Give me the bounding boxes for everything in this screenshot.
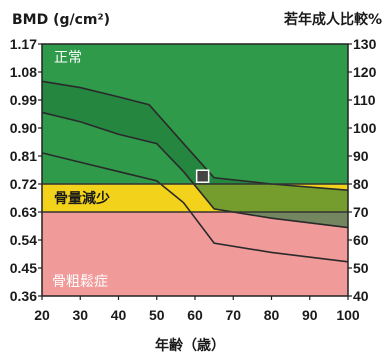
right-tick-label: 120	[353, 64, 377, 80]
right-tick-label: 80	[353, 176, 369, 192]
right-tick-label: 40	[353, 288, 369, 304]
left-tick-label: 0.90	[10, 120, 37, 136]
zone-2	[42, 212, 348, 296]
series-line-2	[41, 152, 349, 263]
y-axis-right-title: 若年成人比較%	[283, 11, 382, 28]
right-tick-label: 100	[353, 120, 377, 136]
right-tick-label: 130	[353, 36, 377, 52]
zone-label-1: 骨量減少	[54, 190, 110, 207]
x-tick-label: 20	[34, 307, 50, 323]
zone-label-2: 骨粗鬆症	[52, 274, 108, 290]
x-tick-label: 50	[149, 307, 165, 323]
zone-label-0: 正常	[54, 50, 82, 66]
left-tick-label: 0.36	[10, 288, 37, 304]
left-tick-label: 0.63	[10, 204, 37, 220]
right-tick-label: 70	[353, 204, 369, 220]
x-tick-label: 70	[225, 307, 241, 323]
x-tick-label: 80	[264, 307, 280, 323]
left-tick-label: 0.54	[10, 232, 37, 248]
normal-range-band	[42, 81, 348, 228]
x-tick-label: 30	[72, 307, 88, 323]
left-tick-label: 0.81	[10, 148, 37, 164]
series-line-1	[41, 111, 349, 229]
left-ticks: 1.17 1.08 0.99 0.90 0.81 0.72 0.63 0.54 0.45 0.36	[10, 36, 42, 304]
x-tick-label: 100	[336, 307, 360, 323]
x-tick-label: 40	[111, 307, 127, 323]
left-tick-label: 0.45	[10, 260, 37, 276]
x-ticks: 20 30 40 50 60 70 80 90 100	[34, 296, 360, 323]
x-axis-title: 年齢（歳）	[155, 337, 225, 354]
left-tick-label: 1.17	[10, 36, 37, 52]
right-ticks: 130 120 110 100 90 80 70 60 50 40	[348, 36, 377, 304]
x-tick-label: 90	[302, 307, 318, 323]
y-axis-left-title: BMD (g/cm²)	[12, 12, 110, 28]
x-tick-label: 60	[187, 307, 203, 323]
right-tick-label: 90	[353, 148, 369, 164]
right-tick-label: 110	[353, 92, 376, 108]
left-tick-label: 0.99	[10, 92, 37, 108]
right-tick-label: 60	[353, 232, 369, 248]
left-tick-label: 1.08	[10, 64, 37, 80]
left-tick-label: 0.72	[10, 176, 37, 192]
marker-square	[195, 169, 210, 183]
series-line-0	[41, 80, 349, 192]
series-layer	[41, 80, 349, 263]
right-tick-label: 50	[353, 260, 369, 276]
